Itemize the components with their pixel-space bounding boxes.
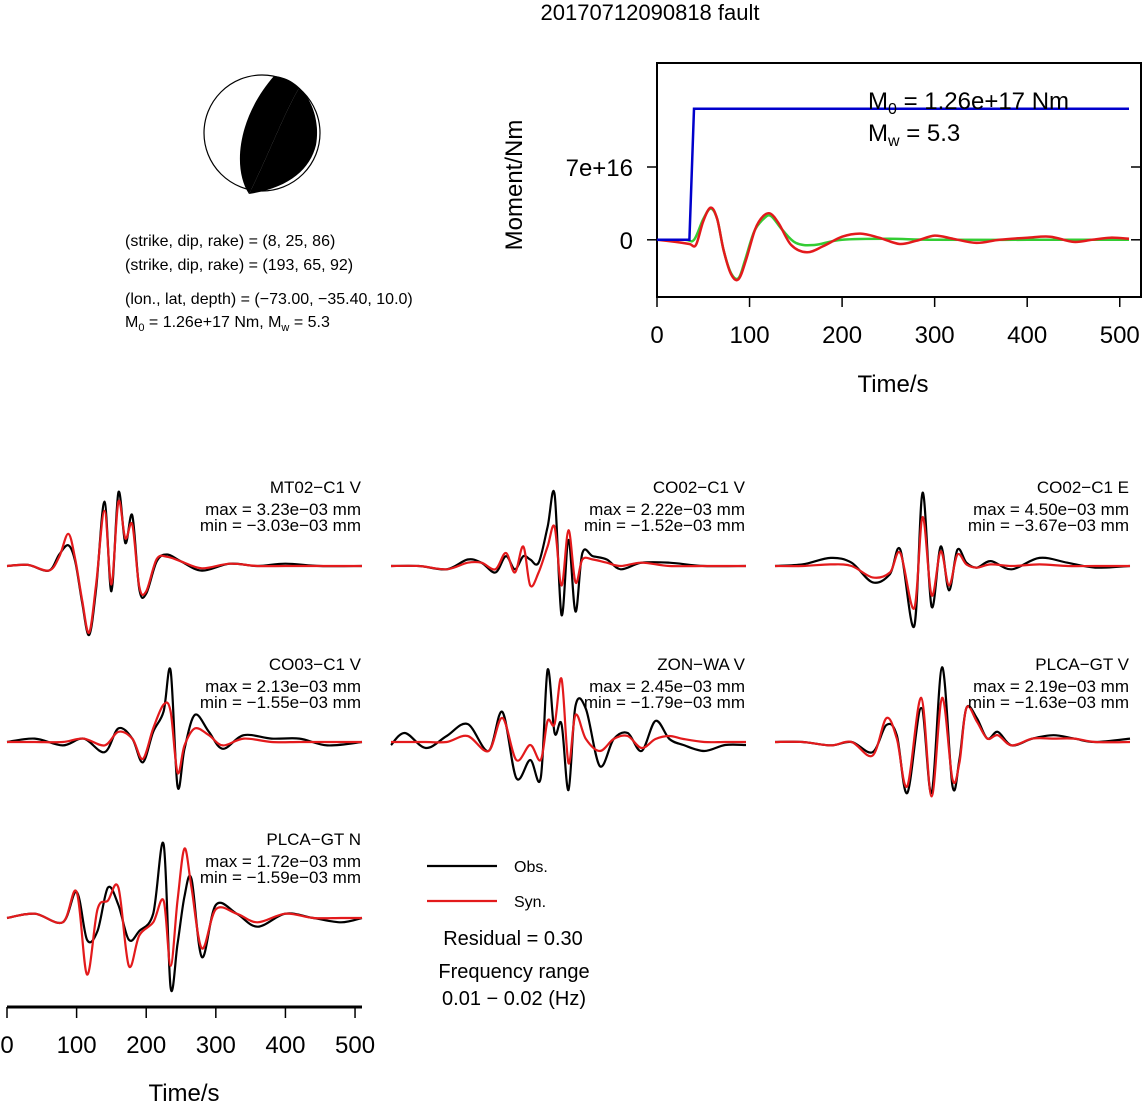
station-label: ZON−WA V bbox=[657, 655, 745, 674]
waveform-x-tick-label: 100 bbox=[57, 1032, 97, 1059]
moment-x-tick-label: 500 bbox=[1100, 322, 1140, 349]
station-label: PLCA−GT V bbox=[1035, 655, 1129, 674]
legend-obs-label: Obs. bbox=[514, 859, 548, 876]
waveform-x-tick-label: 400 bbox=[265, 1032, 305, 1059]
synthetic-trace bbox=[390, 677, 746, 765]
nodal-plane-2: (strike, dip, rake) = (193, 65, 92) bbox=[125, 257, 353, 274]
synthetic-trace bbox=[390, 524, 746, 588]
waveform-x-tick-label: 300 bbox=[196, 1032, 236, 1059]
residual-text: Residual = 0.30 bbox=[443, 928, 583, 950]
synthetic-trace bbox=[6, 499, 362, 634]
waveform-x-tick-label: 0 bbox=[0, 1032, 13, 1059]
moment-rate-line bbox=[656, 206, 1130, 282]
max-amplitude-label: max = 2.45e−03 mm bbox=[589, 677, 745, 696]
min-amplitude-label: min = −1.55e−03 mm bbox=[200, 693, 361, 712]
observed-trace bbox=[390, 668, 747, 792]
min-amplitude-label: min = −1.79e−03 mm bbox=[584, 693, 745, 712]
mechanism-info: (strike, dip, rake) = (8, 25, 86) (strik… bbox=[125, 233, 413, 334]
station-label: CO03−C1 V bbox=[269, 655, 362, 674]
synthetic-trace bbox=[6, 701, 362, 775]
waveform-x-tick-label: 200 bbox=[126, 1032, 166, 1059]
max-amplitude-label: max = 2.19e−03 mm bbox=[973, 677, 1129, 696]
moment-cumulative-line bbox=[657, 107, 1129, 242]
observed-trace bbox=[6, 667, 363, 790]
moment-y-tick-label: 0 bbox=[620, 228, 633, 255]
beachball-compressional-quadrant-2 bbox=[249, 76, 318, 194]
moment-magnitude-line: M0 = 1.26e+17 Nm, Mw = 5.3 bbox=[125, 314, 330, 334]
moment-x-tick-label: 100 bbox=[730, 322, 770, 349]
max-amplitude-label: max = 3.23e−03 mm bbox=[205, 500, 361, 519]
hypocenter-location: (lon., lat, depth) = (−73.00, −35.40, 10… bbox=[125, 291, 413, 308]
moment-series bbox=[656, 107, 1130, 282]
beachball-compressional-quadrant bbox=[239, 76, 299, 194]
moment-y-tick-label: 7e+16 bbox=[566, 155, 633, 182]
max-amplitude-label: max = 2.13e−03 mm bbox=[205, 677, 361, 696]
synthetic-trace bbox=[774, 515, 1130, 610]
min-amplitude-label: min = −1.59e−03 mm bbox=[200, 868, 361, 887]
moment-axes: 0 100 200 300 400 500 0 7e+16 bbox=[566, 155, 1141, 349]
min-amplitude-label: min = −1.52e−03 mm bbox=[584, 516, 745, 535]
moment-annotation-m0: M0 = 1.26e+17 Nm bbox=[868, 88, 1069, 118]
synthetic-trace bbox=[6, 847, 362, 976]
legend-syn-label: Syn. bbox=[514, 894, 546, 911]
min-amplitude-label: min = −3.67e−03 mm bbox=[968, 516, 1129, 535]
moment-x-tick-label: 300 bbox=[915, 322, 955, 349]
focal-mechanism-beachball bbox=[203, 74, 321, 194]
waveform-time-axis: Time/s 0 100 200 300 400 500 bbox=[0, 1005, 375, 1104]
nodal-plane-1: (strike, dip, rake) = (8, 25, 86) bbox=[125, 233, 335, 250]
waveform-x-axis-label: Time/s bbox=[148, 1080, 219, 1104]
max-amplitude-label: max = 2.22e−03 mm bbox=[589, 500, 745, 519]
legend: Obs. Syn. Residual = 0.30 Frequency rang… bbox=[427, 859, 590, 1010]
moment-x-tick-label: 200 bbox=[822, 322, 862, 349]
station-label: CO02−C1 V bbox=[653, 478, 746, 497]
waveform-x-tick-label: 500 bbox=[335, 1032, 375, 1059]
frequency-range-value: 0.01 − 0.02 (Hz) bbox=[442, 988, 586, 1010]
moment-x-axis-label: Time/s bbox=[857, 371, 928, 398]
moment-annotation-mw: Mw = 5.3 bbox=[868, 120, 960, 150]
moment-plot-frame bbox=[656, 62, 1142, 298]
moment-x-tick-label: 400 bbox=[1007, 322, 1047, 349]
observed-trace bbox=[6, 841, 363, 993]
max-amplitude-label: max = 4.50e−03 mm bbox=[973, 500, 1129, 519]
min-amplitude-label: min = −1.63e−03 mm bbox=[968, 693, 1129, 712]
moment-y-axis-label: Moment/Nm bbox=[501, 120, 528, 251]
station-label: CO02−C1 E bbox=[1037, 478, 1129, 497]
figure-title: 20170712090818 fault bbox=[541, 0, 760, 25]
station-label: PLCA−GT N bbox=[266, 830, 361, 849]
min-amplitude-label: min = −3.03e−03 mm bbox=[200, 516, 361, 535]
max-amplitude-label: max = 1.72e−03 mm bbox=[205, 852, 361, 871]
frequency-range-title: Frequency range bbox=[438, 961, 589, 983]
synthetic-trace bbox=[774, 696, 1131, 798]
moment-x-tick-label: 0 bbox=[650, 322, 663, 349]
station-label: MT02−C1 V bbox=[270, 478, 362, 497]
